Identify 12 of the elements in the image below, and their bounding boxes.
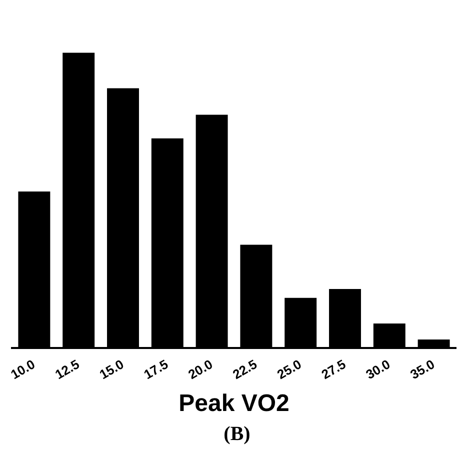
x-tick-label: 15.0 — [96, 356, 126, 382]
x-tick-label: 30.0 — [363, 356, 393, 382]
x-tick-label: 35.0 — [408, 356, 438, 382]
x-tick-label: 20.0 — [186, 356, 216, 382]
x-tick-label: 22.5 — [230, 356, 260, 382]
x-axis-title: Peak VO2 — [178, 390, 290, 418]
x-tick-label: 17.5 — [141, 356, 171, 382]
x-tick-label: 25.0 — [274, 356, 304, 382]
x-tick-label: 12.5 — [52, 356, 82, 382]
x-tick-label: 10.0 — [8, 356, 38, 382]
text: (B) — [222, 423, 252, 446]
x-tick-label: 27.5 — [318, 356, 348, 382]
